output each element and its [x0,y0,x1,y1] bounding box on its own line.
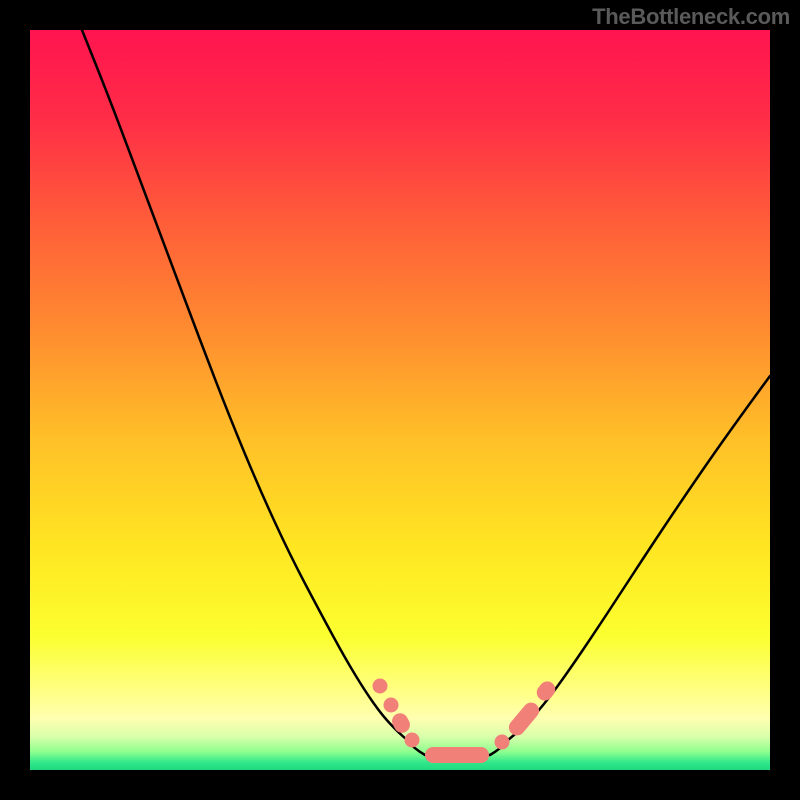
chart-frame: TheBottleneck.com [0,0,800,800]
curve-layer [30,30,770,770]
marker-dot [495,735,510,750]
marker-dot [405,733,420,748]
trough-markers [373,678,559,763]
marker-dot [384,698,399,713]
watermark-text: TheBottleneck.com [592,4,790,30]
marker-pill [389,710,413,735]
bottleneck-curve [82,30,770,755]
marker-pill [534,678,559,704]
marker-dot [373,679,388,694]
marker-pill [425,747,489,763]
plot-area [30,30,770,770]
marker-pill [506,699,543,738]
